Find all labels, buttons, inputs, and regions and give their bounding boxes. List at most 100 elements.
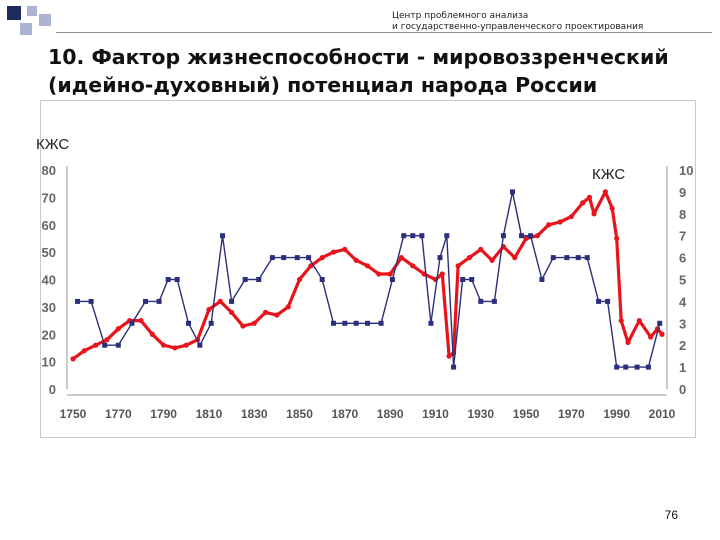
red-series-point (353, 257, 359, 263)
left-tick-label: 30 (42, 300, 56, 315)
right-tick-label: 3 (679, 316, 686, 331)
red-series-point (172, 345, 178, 351)
blue-series-point (331, 320, 337, 326)
red-series-point (398, 255, 405, 261)
red-series-point (446, 353, 452, 359)
blue-series-point (229, 298, 235, 304)
right-tick-label: 7 (679, 229, 686, 244)
red-series-point (478, 246, 484, 252)
red-series-point (618, 317, 624, 324)
red-series-point (115, 326, 121, 332)
right-tick-label: 2 (679, 338, 686, 353)
x-tick-label: 1790 (150, 407, 177, 421)
blue-series-point (269, 255, 275, 261)
blue-series-point (256, 277, 262, 282)
red-series-point (455, 263, 461, 269)
red-series-point (81, 348, 87, 354)
blue-series-point (605, 298, 611, 304)
blue-series-point (281, 255, 287, 261)
blue-series-point (242, 277, 248, 282)
blue-series-point (623, 364, 629, 370)
x-tick-label: 1830 (241, 407, 268, 421)
red-series-point (648, 334, 654, 340)
x-tick-label: 1850 (286, 407, 313, 421)
blue-series-point (88, 298, 94, 304)
blue-series-point (294, 255, 300, 261)
x-tick-label: 1870 (331, 407, 358, 421)
red-series-point (251, 320, 257, 326)
red-series-point (104, 337, 110, 343)
blue-series-point (584, 255, 590, 261)
right-tick-label: 9 (679, 185, 686, 200)
red-series-point (161, 342, 167, 348)
blue-series-point (478, 298, 484, 304)
red-series-point (489, 257, 495, 263)
blue-series-point (197, 342, 203, 348)
red-series-point (602, 189, 608, 195)
blue-series-point (319, 277, 325, 282)
blue-series-point (519, 233, 525, 239)
blue-series-point (614, 364, 620, 370)
slide-title-line-1: 10. Фактор жизнеспособности - мировоззре… (48, 45, 669, 69)
blue-series-point (509, 189, 515, 195)
red-series-point (138, 317, 144, 324)
red-series-point (625, 339, 631, 346)
red-series-point (70, 356, 76, 362)
red-series-point (614, 235, 620, 242)
blue-series-point (115, 342, 121, 348)
left-tick-label: 40 (42, 273, 56, 288)
left-tick-label: 60 (42, 218, 56, 233)
x-tick-label: 2010 (649, 407, 676, 421)
red-series-point (342, 246, 348, 252)
red-series-point (659, 331, 665, 337)
red-series-point (636, 317, 642, 324)
red-series-point (609, 205, 615, 211)
blue-series-point (444, 233, 450, 239)
slide-title: 10. Фактор жизнеспособности - мировоззре… (48, 43, 708, 99)
logo-square-2 (27, 6, 37, 16)
red-series-point (586, 194, 593, 200)
right-tick-label: 8 (679, 207, 686, 222)
red-series-point (285, 304, 291, 310)
blue-series-point (469, 277, 475, 282)
page-number: 76 (664, 508, 678, 522)
blue-series-point (410, 233, 416, 239)
left-tick-label: 0 (49, 382, 56, 397)
red-series-point (149, 331, 155, 337)
red-series-point (466, 255, 473, 261)
red-series-point (319, 255, 325, 261)
x-tick-label: 1970 (558, 407, 585, 421)
blue-series-point (165, 277, 171, 282)
red-series-point (523, 235, 529, 242)
organization-name: Центр проблемного анализа и государствен… (392, 11, 643, 33)
blue-series-point (437, 255, 443, 261)
x-tick-label: 1930 (467, 407, 494, 421)
blue-series-point (342, 320, 348, 326)
logo-square-1 (7, 6, 21, 20)
red-series-point (376, 271, 382, 277)
blue-series-point (102, 342, 108, 348)
x-tick-label: 1810 (196, 407, 223, 421)
blue-series-point (353, 320, 359, 326)
red-series-point (262, 309, 269, 315)
right-tick-label: 10 (679, 163, 693, 178)
right-tick-label: 0 (679, 382, 686, 397)
logo-square-3 (39, 14, 51, 26)
red-series-point (387, 271, 393, 277)
red-series-point (534, 233, 541, 239)
left-tick-label: 70 (42, 190, 56, 205)
red-series-point (330, 249, 337, 255)
org-line-2: и государственно-управленческого проекти… (392, 22, 644, 32)
blue-series-point (129, 320, 135, 326)
blue-series-point (156, 298, 162, 304)
blue-series-point (500, 233, 506, 239)
right-axis-label: КЖС (592, 166, 625, 183)
right-tick-label: 4 (679, 294, 687, 309)
blue-series-point (451, 364, 457, 370)
red-series-point (228, 309, 235, 315)
chart-frame (40, 100, 696, 438)
x-tick-label: 1890 (377, 407, 404, 421)
left-tick-label: 80 (42, 163, 56, 178)
red-series-point (546, 222, 552, 228)
